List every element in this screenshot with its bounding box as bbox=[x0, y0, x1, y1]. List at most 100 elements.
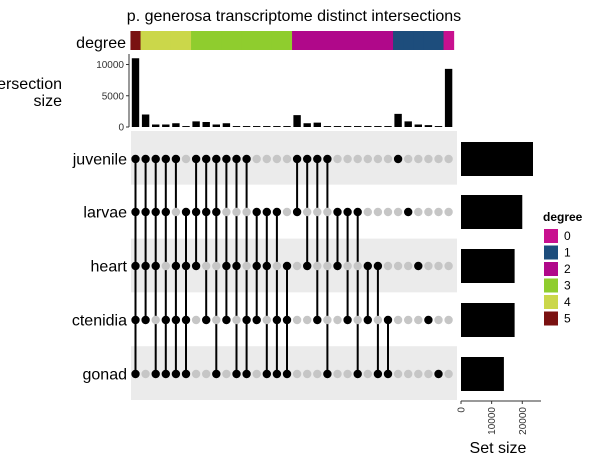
legend-label-4: 4 bbox=[564, 295, 571, 309]
matrix-dot-filled bbox=[282, 261, 292, 271]
intersection-bar bbox=[212, 124, 220, 127]
intersection-ylabel-line1: Intersection bbox=[0, 76, 62, 93]
matrix-dot-empty bbox=[444, 261, 453, 271]
degree-cell bbox=[362, 31, 374, 50]
matrix-dot-empty bbox=[343, 261, 352, 271]
matrix-dot-filled bbox=[202, 315, 211, 325]
matrix-dot-filled bbox=[191, 261, 201, 271]
matrix-dot-filled bbox=[363, 261, 372, 271]
degree-strip bbox=[130, 31, 455, 50]
matrix-dot-filled bbox=[333, 207, 342, 217]
intersection-bar bbox=[192, 121, 200, 127]
matrix-dot-filled bbox=[222, 315, 231, 325]
intersection-tick-label: 10000 bbox=[96, 60, 124, 71]
matrix-dot-empty bbox=[222, 207, 231, 217]
matrix-dot-filled bbox=[131, 154, 140, 164]
matrix-dot-empty bbox=[262, 315, 271, 325]
matrix-dot-filled bbox=[424, 315, 433, 325]
matrix-dot-filled bbox=[242, 369, 251, 379]
set-label-juvenile: juvenile bbox=[72, 152, 127, 169]
matrix-dot-empty bbox=[353, 154, 362, 164]
intersection-bar bbox=[273, 126, 281, 127]
intersection-bar bbox=[152, 124, 160, 127]
intersection-bar bbox=[394, 113, 402, 127]
matrix-dot-filled bbox=[151, 154, 160, 164]
matrix-dot-filled bbox=[171, 369, 181, 379]
matrix-dot-empty bbox=[323, 261, 332, 271]
degree-cell bbox=[443, 31, 455, 50]
legend-label-0: 0 bbox=[564, 229, 571, 243]
matrix-dot-filled bbox=[383, 315, 393, 325]
matrix-dot-filled bbox=[353, 369, 362, 379]
intersection-ylabel-line2: size bbox=[34, 93, 63, 110]
degree-cell bbox=[241, 31, 253, 50]
matrix-dot-empty bbox=[424, 207, 433, 217]
matrix-dot-filled bbox=[131, 369, 140, 379]
degree-cell bbox=[372, 31, 384, 50]
degree-cell bbox=[221, 31, 232, 50]
matrix-dot-empty bbox=[414, 315, 423, 325]
set-size-bar bbox=[461, 195, 523, 229]
matrix-dot-filled bbox=[323, 369, 332, 379]
matrix-dot-empty bbox=[323, 315, 332, 325]
degree-cell bbox=[281, 31, 293, 50]
intersection-bar bbox=[384, 126, 392, 127]
matrix-dot-filled bbox=[171, 315, 181, 325]
matrix-dot-filled bbox=[171, 154, 181, 164]
degree-cell bbox=[180, 31, 192, 50]
matrix-dot-empty bbox=[444, 369, 453, 379]
matrix-dot-filled bbox=[212, 207, 221, 217]
intersection-bars bbox=[131, 58, 453, 127]
matrix-dot-filled bbox=[252, 315, 261, 325]
matrix-dot-empty bbox=[393, 207, 403, 217]
intersection-bar bbox=[343, 126, 352, 127]
matrix-dot-empty bbox=[343, 369, 352, 379]
matrix-dot-empty bbox=[171, 207, 181, 217]
legend-label-3: 3 bbox=[564, 279, 571, 293]
matrix-dot-empty bbox=[404, 154, 413, 164]
matrix-dot-filled bbox=[141, 261, 150, 271]
matrix-dot-filled bbox=[202, 154, 211, 164]
matrix-dot-filled bbox=[303, 154, 312, 164]
matrix-dot-empty bbox=[272, 261, 282, 271]
matrix-dot-filled bbox=[323, 154, 332, 164]
matrix-dot-filled bbox=[262, 261, 271, 271]
matrix-dot-filled bbox=[313, 315, 322, 325]
matrix-dot-empty bbox=[262, 154, 271, 164]
matrix-dot-filled bbox=[141, 207, 150, 217]
matrix-dot-empty bbox=[313, 369, 322, 379]
matrix-dot-filled bbox=[151, 207, 160, 217]
degree-cell bbox=[292, 31, 303, 50]
intersection-bar bbox=[313, 122, 321, 127]
matrix-dot-empty bbox=[434, 315, 443, 325]
intersection-bar bbox=[182, 126, 190, 127]
matrix-dot-empty bbox=[444, 154, 453, 164]
matrix-dot-empty bbox=[272, 154, 282, 164]
matrix-dot-empty bbox=[303, 207, 312, 217]
intersection-matrix bbox=[131, 154, 453, 379]
matrix-dot-filled bbox=[141, 154, 150, 164]
matrix-dot-filled bbox=[404, 207, 413, 217]
matrix-dot-filled bbox=[161, 154, 170, 164]
matrix-dot-filled bbox=[262, 369, 271, 379]
matrix-dot-empty bbox=[424, 261, 433, 271]
matrix-dot-empty bbox=[252, 154, 261, 164]
matrix-dot-filled bbox=[191, 154, 201, 164]
matrix-dot-empty bbox=[212, 315, 221, 325]
legend-label-1: 1 bbox=[564, 246, 571, 260]
matrix-dot-empty bbox=[404, 261, 413, 271]
matrix-dot-filled bbox=[212, 154, 221, 164]
matrix-dot-filled bbox=[292, 207, 302, 217]
intersection-bar bbox=[283, 126, 291, 127]
matrix-dot-empty bbox=[393, 261, 403, 271]
matrix-dot-filled bbox=[232, 369, 241, 379]
matrix-dot-empty bbox=[232, 207, 241, 217]
matrix-dot-empty bbox=[161, 261, 170, 271]
matrix-dot-empty bbox=[424, 154, 433, 164]
matrix-dot-filled bbox=[222, 261, 231, 271]
matrix-dot-filled bbox=[242, 154, 251, 164]
intersection-bar bbox=[162, 124, 170, 127]
matrix-dot-empty bbox=[242, 207, 251, 217]
degree-cell bbox=[211, 31, 222, 50]
matrix-dot-filled bbox=[181, 207, 191, 217]
